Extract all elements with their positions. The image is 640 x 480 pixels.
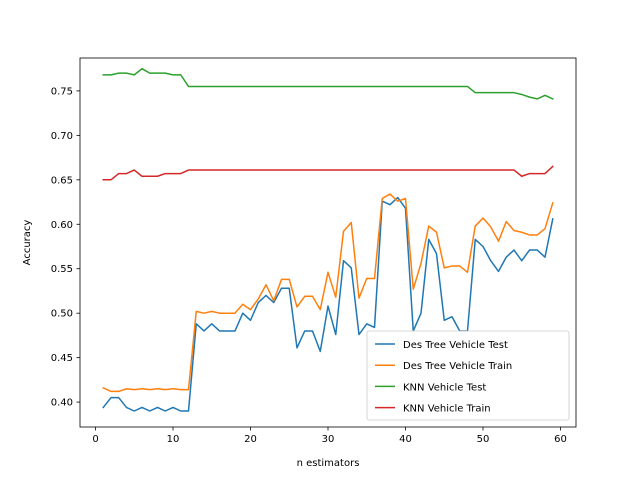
x-tick-label: 60 [554, 434, 567, 445]
legend-label: KNN Vehicle Test [403, 382, 486, 393]
legend-label: KNN Vehicle Train [403, 404, 491, 415]
x-tick-label: 10 [167, 434, 180, 445]
y-axis-label: Accuracy [22, 220, 33, 266]
x-tick-label: 0 [92, 434, 98, 445]
series-line-3 [102, 165, 554, 181]
series-line-2 [102, 67, 554, 100]
y-tick-label: 0.45 [51, 353, 73, 364]
x-tick-label: 20 [244, 434, 257, 445]
series-layer [102, 67, 554, 412]
series-line-0 [102, 196, 554, 412]
x-axis-ticks: 0 10 20 30 40 50 60 [92, 427, 567, 445]
y-tick-label: 0.60 [51, 220, 73, 231]
y-tick-label: 0.65 [51, 175, 73, 186]
legend-box [366, 330, 570, 421]
series-line-1 [102, 193, 554, 393]
legend-label: Des Tree Vehicle Train [403, 361, 512, 372]
legend-label: Des Tree Vehicle Test [403, 340, 508, 351]
legend: Des Tree Vehicle Test Des Tree Vehicle Tr… [366, 330, 570, 421]
y-tick-label: 0.55 [51, 264, 73, 275]
y-tick-label: 0.75 [51, 86, 73, 97]
x-tick-label: 30 [322, 434, 335, 445]
x-axis-label: n estimators [297, 458, 360, 469]
x-tick-label: 40 [399, 434, 412, 445]
y-axis-ticks: 0.40 0.45 0.50 0.55 0.60 0.65 0.70 0.75 [51, 86, 80, 409]
y-tick-label: 0.40 [51, 398, 73, 409]
y-tick-label: 0.70 [51, 131, 73, 142]
y-tick-label: 0.50 [51, 309, 73, 320]
x-tick-label: 50 [477, 434, 490, 445]
